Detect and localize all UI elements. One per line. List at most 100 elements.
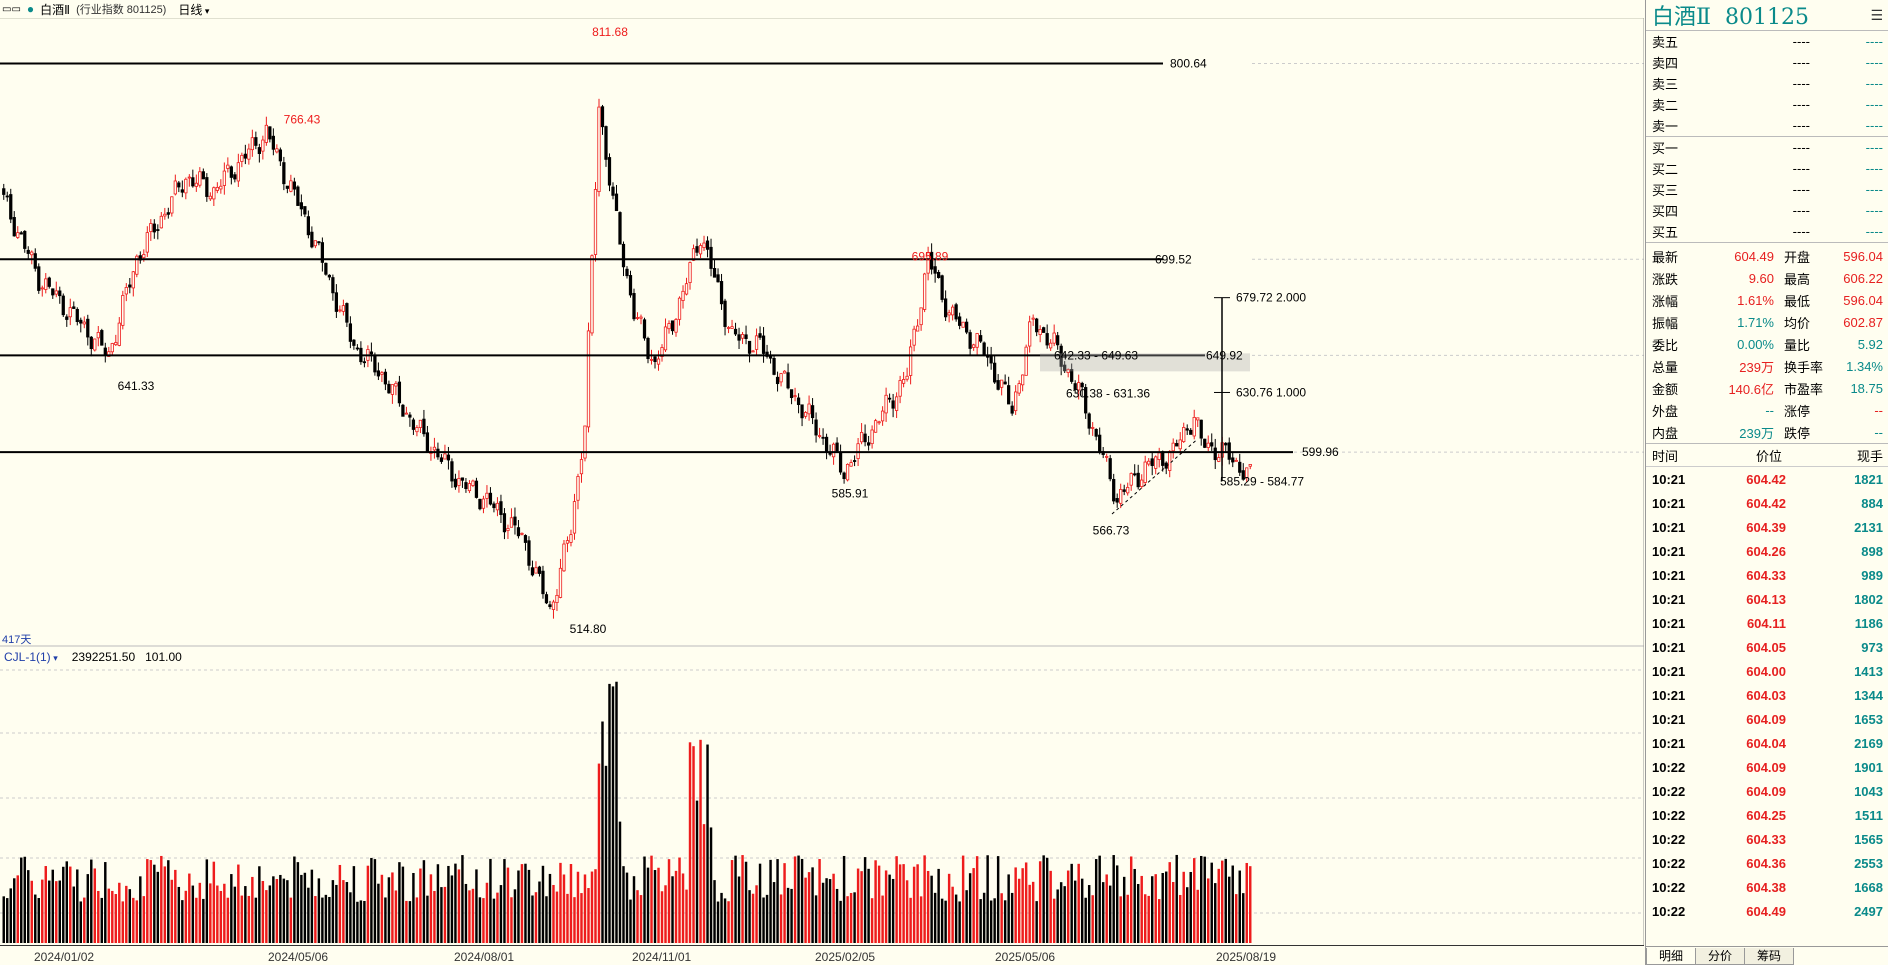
candle-body [972, 344, 976, 348]
tick-row[interactable]: 10:21 604.39 2131 [1646, 515, 1888, 539]
tick-row[interactable]: 10:22 604.33 1565 [1646, 827, 1888, 851]
tick-row[interactable]: 10:22 604.09 1043 [1646, 779, 1888, 803]
tick-row[interactable]: 10:21 604.04 2169 [1646, 731, 1888, 755]
tick-volume: 1653 [1854, 711, 1883, 727]
tick-row[interactable]: 10:22 604.09 1901 [1646, 755, 1888, 779]
candle-body [730, 326, 734, 329]
tick-row[interactable]: 10:22 604.25 1511 [1646, 803, 1888, 827]
candle-body [1028, 321, 1032, 347]
kline-chart[interactable]: 800.64 699.52 649.92 599.96 811.68 766.43 641.… [0, 18, 1644, 946]
volume-bar [664, 885, 667, 943]
candle-body [775, 376, 780, 385]
tick-row[interactable]: 10:21 604.03 1344 [1646, 683, 1888, 707]
order-volume: ---- [1865, 224, 1883, 239]
volume-bar [128, 889, 132, 943]
quote-row: 振幅 1.71% 均价 602.87 [1646, 311, 1888, 333]
tick-time: 10:22 [1652, 903, 1686, 919]
volume-bar [324, 894, 328, 943]
candle-body [929, 251, 934, 270]
indicator-name[interactable]: CJL-1(1) ▾ [4, 650, 58, 664]
order-volume: ---- [1865, 97, 1883, 112]
tick-row[interactable]: 10:22 604.49 2497 [1646, 899, 1888, 923]
volume-bar [1196, 889, 1199, 943]
order-volume: ---- [1865, 203, 1883, 218]
candle-body [751, 350, 755, 353]
period-selector[interactable]: 日线 ▾ [178, 1, 209, 18]
volume-bar [1221, 860, 1224, 943]
candle-body [159, 215, 163, 229]
candle-body [1094, 429, 1098, 437]
tick-row[interactable]: 10:21 604.42 1821 [1646, 467, 1888, 491]
volume-bar [1108, 885, 1112, 943]
tick-row[interactable]: 10:21 604.05 973 [1646, 635, 1888, 659]
quote-row: 总量 239万 换手率 1.34% [1646, 355, 1888, 377]
quote-value: 1.61% [1737, 292, 1774, 308]
tick-row[interactable]: 10:21 604.13 1802 [1646, 587, 1888, 611]
candle-body [306, 216, 310, 236]
candle-body [754, 335, 759, 350]
tick-row[interactable]: 10:21 604.11 1186 [1646, 611, 1888, 635]
volume-bar [233, 886, 237, 943]
candle-body [33, 253, 37, 269]
volume-bar [622, 866, 625, 943]
tick-volume: 1821 [1854, 471, 1883, 487]
candle-body [537, 566, 542, 574]
candle-body [516, 527, 521, 537]
tick-volume: 1565 [1854, 831, 1883, 847]
volume-bar [548, 873, 552, 943]
tick-row[interactable]: 10:21 604.26 898 [1646, 539, 1888, 563]
tick-volume: 1043 [1854, 783, 1883, 799]
volume-bar [485, 882, 489, 943]
tick-row[interactable]: 10:21 604.42 884 [1646, 491, 1888, 515]
period-label: 日线 [178, 2, 203, 17]
tick-list[interactable]: 10:21 604.42 1821 10:21 604.42 884 10:21 6… [1646, 467, 1888, 923]
candle-body [226, 164, 230, 169]
tick-header: 时间 价位 现手 [1646, 443, 1888, 467]
candle-body [320, 242, 325, 263]
volume-bar [1042, 855, 1045, 943]
tick-row[interactable]: 10:22 604.36 2553 [1646, 851, 1888, 875]
candle-body [1024, 346, 1028, 376]
tab-chips[interactable]: 筹码 [1744, 948, 1795, 965]
tick-row[interactable]: 10:22 604.38 1668 [1646, 875, 1888, 899]
candle-body [1175, 443, 1179, 447]
candle-body [747, 340, 752, 354]
volume-bar [800, 858, 804, 943]
tab-details[interactable]: 明细 [1646, 948, 1697, 965]
date-axis [0, 945, 1644, 965]
candle-body [1063, 364, 1067, 372]
order-label: 买五 [1652, 225, 1679, 240]
candle-body [684, 283, 689, 295]
volume-bar [1038, 861, 1042, 943]
volume-bar [807, 872, 811, 943]
volume-bar [436, 864, 440, 943]
volume-bar [300, 874, 303, 943]
chart-area[interactable]: ▭▭ ● 白酒Ⅱ (行业指数 801125) 日线 ▾ 800.64 699.52… [0, 0, 1644, 965]
volume-bar [97, 890, 100, 943]
tick-row[interactable]: 10:21 604.33 989 [1646, 563, 1888, 587]
volume-bar [636, 890, 639, 943]
candle-body [961, 321, 965, 328]
volume-bar [282, 878, 286, 943]
volume-bar [1228, 876, 1231, 943]
volume-bar [212, 861, 216, 943]
volume-bar [720, 892, 723, 943]
window-icon[interactable]: ▭▭ [2, 3, 21, 15]
tick-row[interactable]: 10:21 604.09 1653 [1646, 707, 1888, 731]
order-label: 买一 [1652, 141, 1679, 156]
candle-body [156, 229, 160, 231]
tick-time: 10:21 [1652, 663, 1686, 679]
candle-body [247, 148, 251, 160]
order-volume: ---- [1865, 182, 1883, 197]
range-label: 642.33 - 649.63 [1054, 348, 1138, 362]
tick-row[interactable]: 10:21 604.00 1413 [1646, 659, 1888, 683]
list-icon[interactable]: ☰ [1870, 6, 1883, 23]
volume-bar [769, 859, 772, 943]
indicator-header[interactable]: CJL-1(1) ▾ 2392251.50 101.00 [4, 650, 182, 664]
volume-bar [1231, 865, 1234, 943]
candle-body [1234, 459, 1238, 462]
candle-body [61, 295, 65, 316]
tab-price-dist[interactable]: 分价 [1695, 948, 1746, 965]
volume-bar [464, 883, 468, 943]
tick-volume: 2131 [1854, 519, 1883, 535]
